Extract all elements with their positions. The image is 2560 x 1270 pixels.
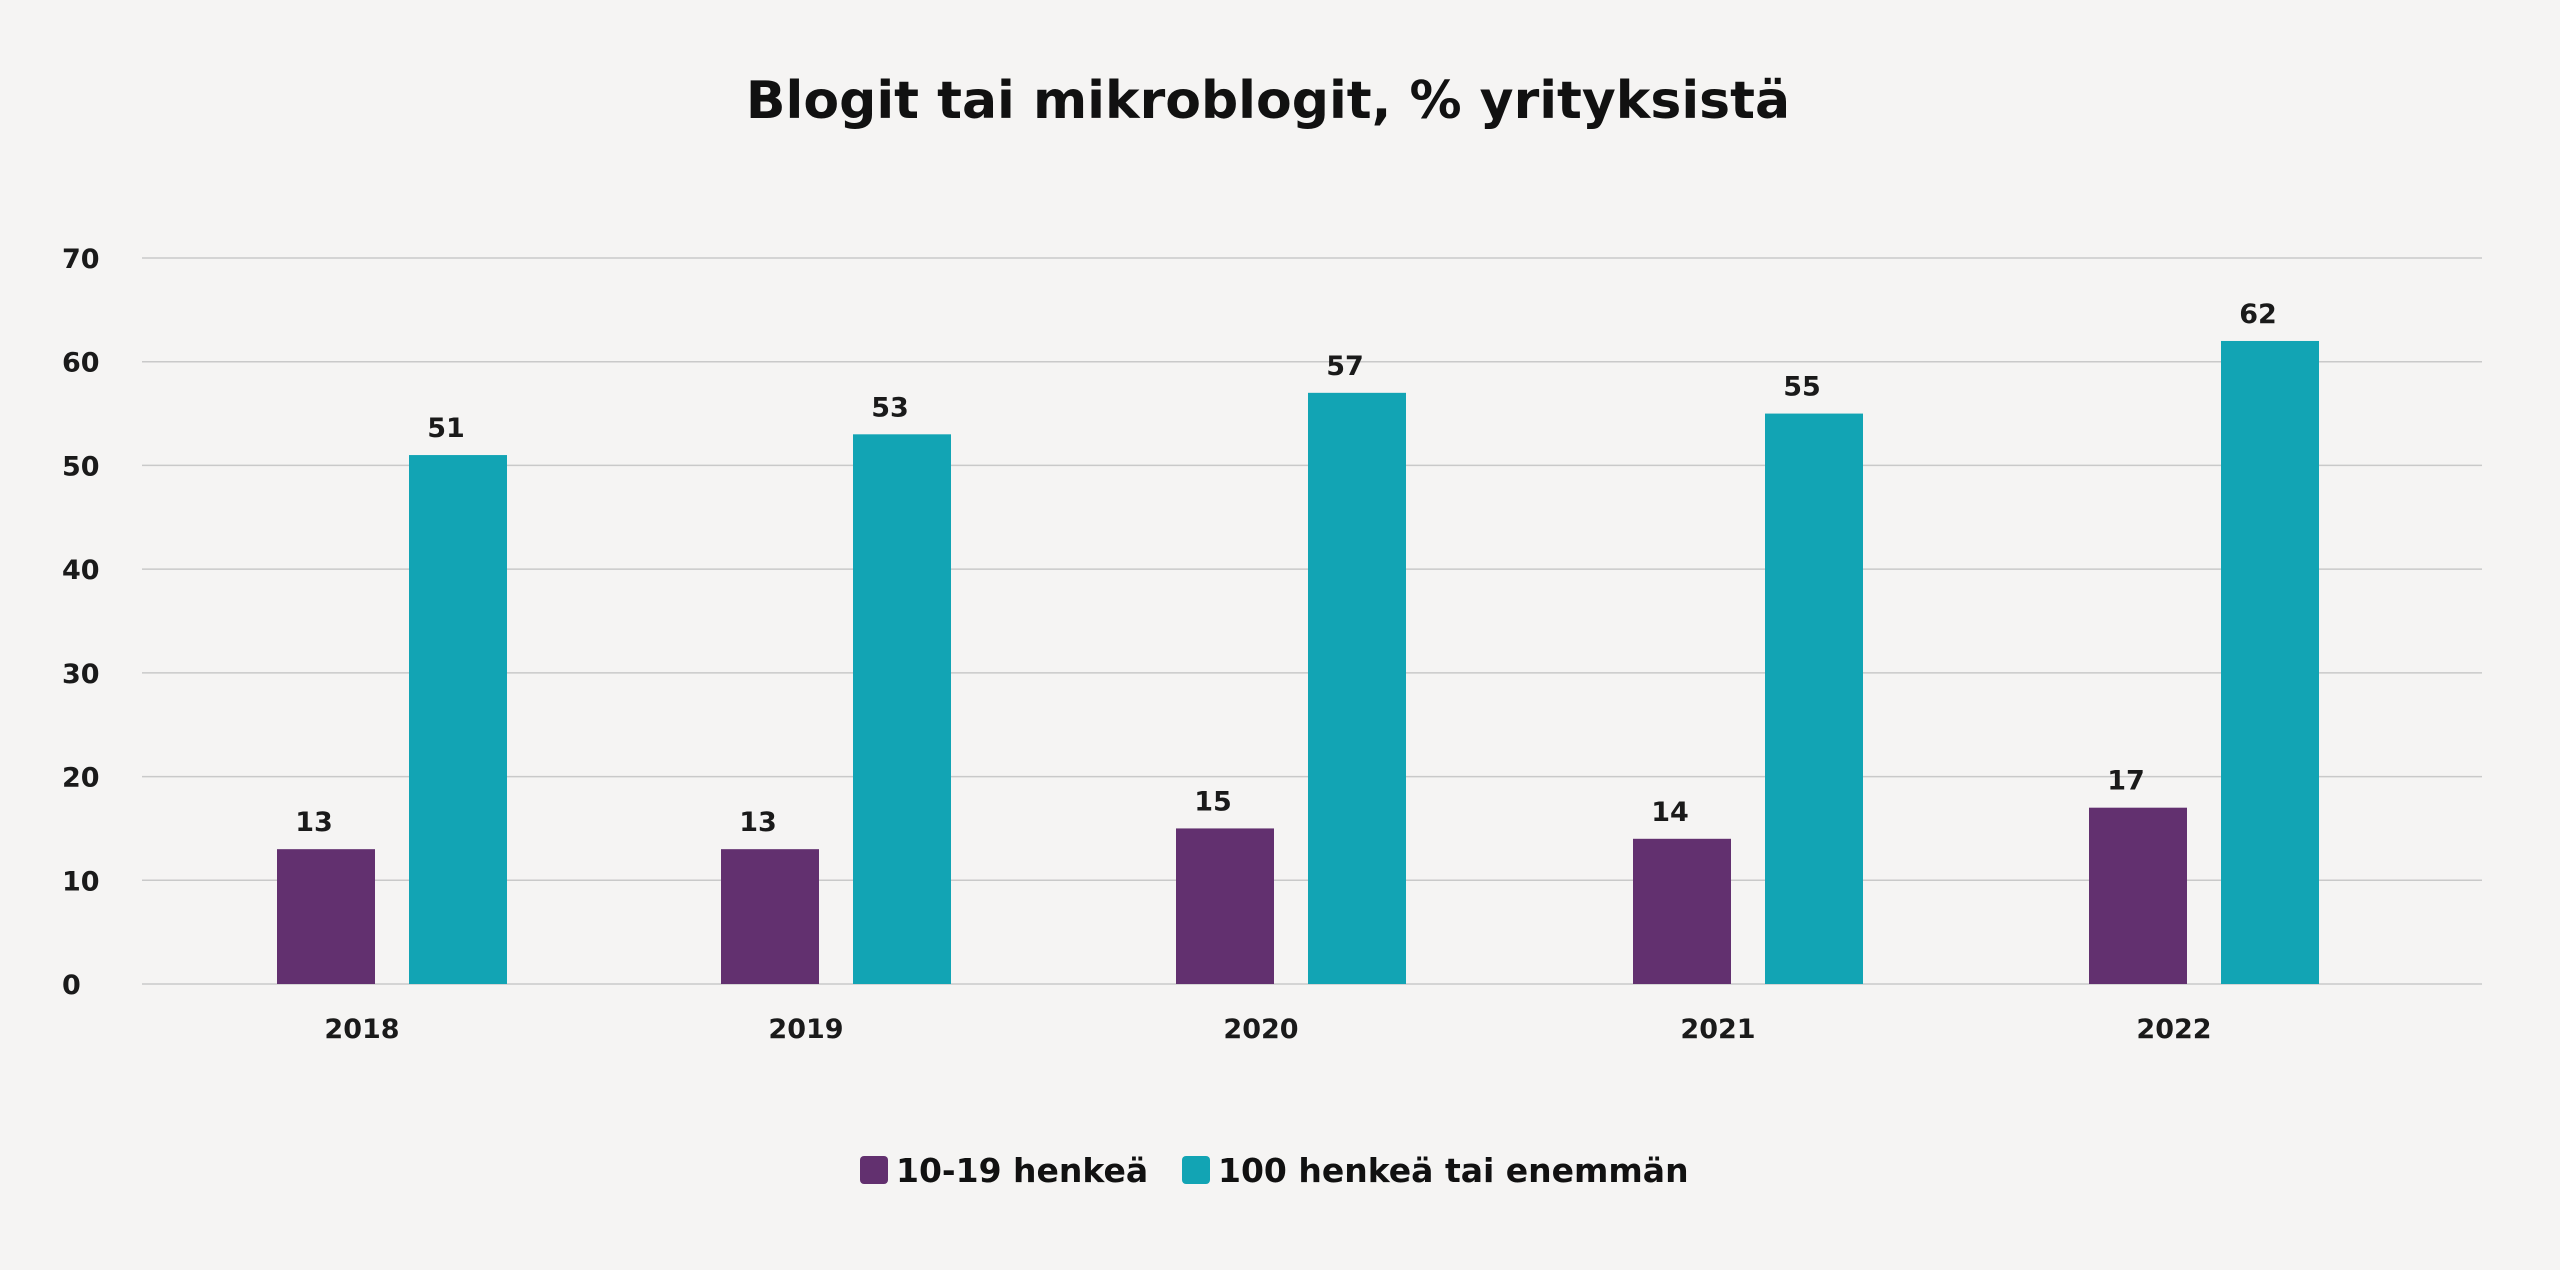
bar-2020-series-2 — [1308, 392, 1406, 984]
data-label: 13 — [739, 807, 777, 838]
data-labels: 13 51 13 53 15 57 14 55 17 62 — [295, 299, 2277, 838]
y-axis-ticks: 0 10 20 30 40 50 60 70 — [62, 244, 100, 1001]
legend-item: 10-19 henkeä — [860, 1151, 1148, 1190]
bar-2020-series-1 — [1176, 828, 1274, 984]
y-tick-label: 40 — [62, 555, 100, 586]
y-tick-label: 20 — [62, 763, 100, 794]
x-tick-label: 2021 — [1680, 1014, 1755, 1045]
data-label: 57 — [1326, 351, 1364, 382]
y-tick-label: 10 — [62, 866, 100, 897]
x-axis-ticks: 2018 2019 2020 2021 2022 — [324, 1014, 2211, 1045]
bar-2022-series-1 — [2089, 807, 2187, 984]
legend-label: 100 henkeä tai enemmän — [1218, 1151, 1689, 1190]
y-tick-label: 70 — [62, 244, 100, 275]
bar-2021-series-2 — [1765, 413, 1863, 985]
y-tick-label: 0 — [62, 970, 81, 1001]
y-tick-label: 60 — [62, 348, 100, 379]
data-label: 13 — [295, 807, 333, 838]
data-label: 14 — [1651, 797, 1689, 828]
data-label: 15 — [1194, 786, 1232, 817]
data-label: 55 — [1783, 372, 1821, 403]
legend-item: 100 henkeä tai enemmän — [1182, 1151, 1689, 1190]
data-label: 62 — [2239, 299, 2277, 330]
x-tick-label: 2022 — [2136, 1014, 2211, 1045]
bar-2019-series-1 — [721, 849, 819, 984]
bar-2018-series-1 — [277, 849, 375, 984]
y-tick-label: 30 — [62, 659, 100, 690]
bars — [277, 340, 2319, 985]
x-tick-label: 2018 — [324, 1014, 399, 1045]
data-label: 51 — [427, 413, 465, 444]
y-tick-label: 50 — [62, 451, 100, 482]
legend-label: 10-19 henkeä — [896, 1151, 1148, 1190]
legend: 10-19 henkeä 100 henkeä tai enemmän — [860, 1151, 1689, 1190]
x-tick-label: 2019 — [768, 1014, 843, 1045]
data-label: 53 — [871, 392, 909, 423]
chart-title: Blogit tai mikroblogit, % yrityksistä — [746, 71, 1790, 131]
bar-2018-series-2 — [409, 455, 507, 984]
bar-2021-series-1 — [1633, 838, 1731, 984]
legend-swatch — [860, 1156, 888, 1184]
legend-swatch — [1182, 1156, 1210, 1184]
x-tick-label: 2020 — [1223, 1014, 1298, 1045]
data-label: 17 — [2107, 766, 2145, 797]
bar-2019-series-2 — [853, 434, 951, 984]
bar-2022-series-2 — [2221, 340, 2319, 984]
